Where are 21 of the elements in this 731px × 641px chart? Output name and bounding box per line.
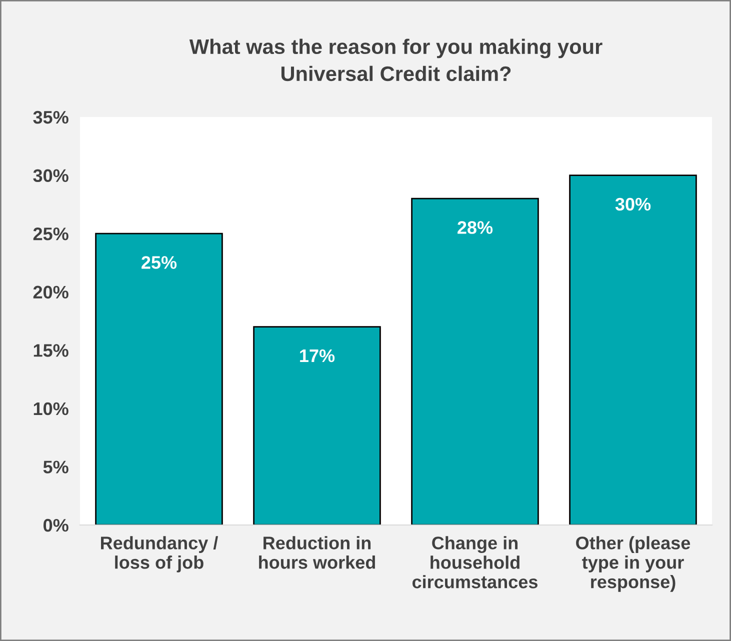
y-tick-label: 20% <box>33 286 68 299</box>
data-label: 28% <box>458 221 493 234</box>
x-tick-label: Other (please type in your response) <box>576 536 690 592</box>
x-tick-label: Reduction in hours worked <box>259 536 376 569</box>
chart-title: What was the reason for you making your Universal Credit claim? <box>189 38 602 82</box>
y-tick-label: 25% <box>33 228 68 240</box>
y-tick-label: 15% <box>34 344 68 357</box>
y-tick-label: 35% <box>33 110 68 124</box>
x-tick-label: Redundancy / loss of job <box>101 536 218 572</box>
y-tick-label: 10% <box>34 402 68 416</box>
y-tick-label: 5% <box>43 460 68 474</box>
bar <box>253 326 381 525</box>
bar <box>411 198 539 525</box>
data-label: 30% <box>615 198 651 211</box>
x-tick-label: Change in household circumstances <box>412 536 538 588</box>
y-tick-label: 0% <box>44 518 68 532</box>
y-tick-label: 30% <box>33 169 68 182</box>
data-label: 25% <box>142 256 177 269</box>
bar <box>95 232 223 525</box>
bar <box>569 174 697 525</box>
data-label: 17% <box>300 349 335 362</box>
